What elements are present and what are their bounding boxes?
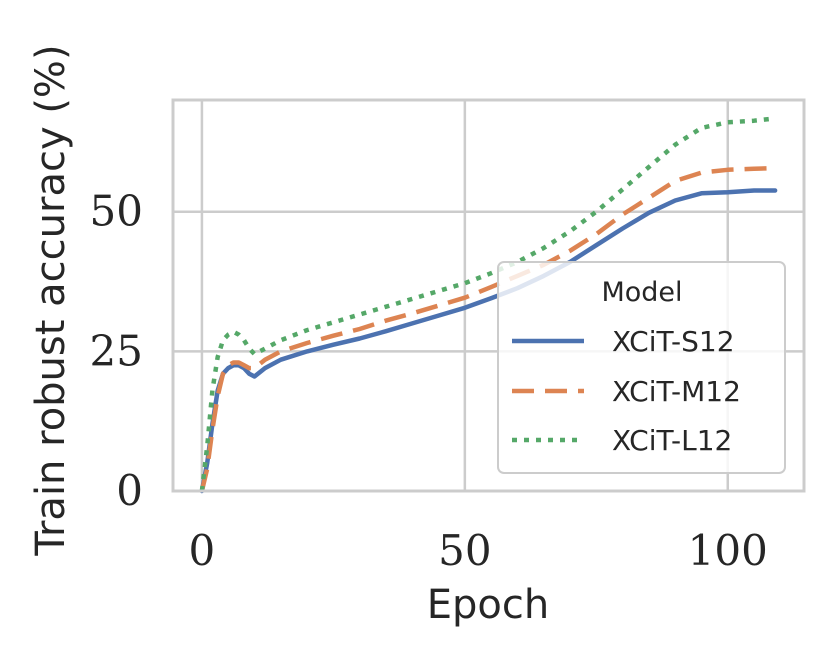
plot-frame [171, 98, 806, 493]
series-layer [199, 116, 778, 494]
series-line-xcit-s12 [199, 188, 778, 494]
x-tick-labels: 0 50 100 [189, 526, 768, 575]
legend-label-xcit-l12: XCiT-L12 [612, 424, 732, 457]
legend-label-xcit-s12: XCiT-S12 [612, 325, 735, 358]
legend-title: Model [601, 277, 682, 308]
x-axis-label: Epoch [427, 582, 549, 628]
x-tick-label: 0 [189, 526, 216, 575]
y-tick-label: 0 [116, 466, 143, 515]
series-line-xcit-m12 [199, 165, 776, 492]
y-tick-labels: 0 25 50 [90, 187, 143, 515]
legend: Model XCiT-S12 XCiT-M12 XCiT-L12 [497, 261, 786, 474]
y-tick-label: 50 [90, 187, 143, 236]
y-axis-label: Train robust accuracy (%) [28, 44, 74, 556]
legend-label-xcit-m12: XCiT-M12 [612, 375, 741, 408]
x-tick-label: 100 [688, 526, 768, 575]
legend-box [497, 261, 786, 474]
legend-entries: XCiT-S12 XCiT-M12 XCiT-L12 [512, 325, 741, 457]
y-tick-label: 25 [90, 326, 143, 375]
x-tick-label: 50 [438, 526, 491, 575]
